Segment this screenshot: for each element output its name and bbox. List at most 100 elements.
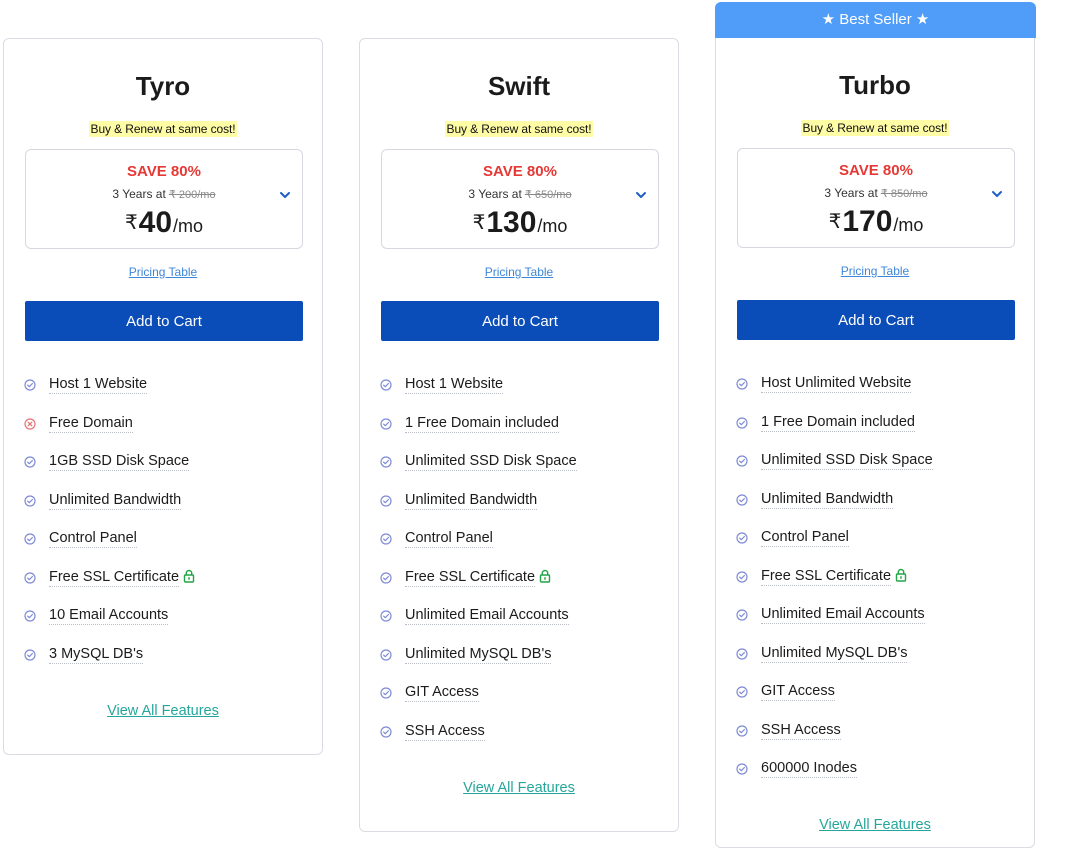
feature-text: 1 Free Domain included xyxy=(761,413,915,432)
check-circle-icon xyxy=(736,416,748,429)
feature-item: 10 Email Accounts xyxy=(24,607,195,646)
feature-text: Free SSL Certificate xyxy=(405,568,536,587)
feature-item: Host 1 Website xyxy=(380,376,577,415)
pricing-table-link[interactable]: Pricing Table xyxy=(484,265,554,279)
best-seller-badge: ★ Best Seller ★ xyxy=(715,2,1036,38)
lock-icon xyxy=(539,569,551,583)
check-circle-icon xyxy=(736,647,748,660)
feature-text: SSH Access xyxy=(405,722,485,741)
pricing-table-link[interactable]: Pricing Table xyxy=(128,265,198,279)
feature-text: Unlimited SSD Disk Space xyxy=(761,452,933,470)
feature-item: Unlimited Email Accounts xyxy=(380,607,577,646)
term-line: 3 Years at ₹ 200/mo xyxy=(26,187,302,201)
feature-item: Unlimited Bandwidth xyxy=(380,492,577,531)
feature-item: Host 1 Website xyxy=(24,376,195,415)
check-circle-icon xyxy=(24,648,36,661)
original-price: ₹ 650/mo xyxy=(524,189,572,201)
feature-text: SSH Access xyxy=(761,721,841,740)
check-circle-icon xyxy=(380,379,392,391)
plan-card-swift: Swift Buy & Renew at same cost! SAVE 80%… xyxy=(359,38,679,832)
view-all-features-link[interactable]: View All Features xyxy=(107,703,219,719)
feature-item: Control Panel xyxy=(380,530,577,569)
feature-item: Unlimited MySQL DB's xyxy=(736,645,933,684)
feature-item: Unlimited SSD Disk Space xyxy=(380,453,577,492)
feature-item: Free SSL Certificate xyxy=(380,569,577,608)
chevron-down-icon[interactable] xyxy=(634,188,648,202)
check-circle-icon xyxy=(24,494,36,507)
renew-tagline: Buy & Renew at same cost! xyxy=(800,120,950,136)
feature-text: 10 Email Accounts xyxy=(49,607,169,625)
feature-item: Unlimited MySQL DB's xyxy=(380,646,577,685)
feature-text: GIT Access xyxy=(761,683,835,701)
chevron-down-icon[interactable] xyxy=(990,187,1004,201)
current-price: ₹130/mo xyxy=(382,206,658,240)
check-circle-icon xyxy=(24,379,36,391)
add-to-cart-button[interactable]: Add to Cart xyxy=(25,301,303,341)
current-price: ₹40/mo xyxy=(26,206,302,240)
add-to-cart-button[interactable]: Add to Cart xyxy=(381,301,659,341)
price-amount: 40 xyxy=(138,206,173,239)
term-line: 3 Years at ₹ 650/mo xyxy=(382,187,658,201)
pricing-table-link[interactable]: Pricing Table xyxy=(840,264,910,278)
check-circle-icon xyxy=(736,609,748,621)
original-price: ₹ 200/mo xyxy=(168,189,216,201)
chevron-down-icon[interactable] xyxy=(278,188,292,202)
feature-item: Free SSL Certificate xyxy=(24,569,195,608)
feature-item: Host Unlimited Website xyxy=(736,375,933,414)
plan-card-turbo: Turbo Buy & Renew at same cost! SAVE 80%… xyxy=(715,38,1035,848)
current-price: ₹170/mo xyxy=(738,205,1014,239)
check-circle-icon xyxy=(24,533,36,545)
feature-item: GIT Access xyxy=(380,684,577,723)
check-circle-icon xyxy=(736,724,748,737)
plan-title: Tyro xyxy=(135,71,191,101)
feature-text: Host 1 Website xyxy=(49,376,148,394)
plan-title: Swift xyxy=(487,71,551,101)
term-prefix: 3 Years at xyxy=(824,186,878,200)
feature-text: Free SSL Certificate xyxy=(761,567,892,586)
feature-item: Free Domain xyxy=(24,415,195,454)
check-circle-icon xyxy=(736,570,748,583)
price-period: /mo xyxy=(893,215,924,235)
check-circle-icon xyxy=(380,571,392,584)
feature-item: 3 MySQL DB's xyxy=(24,646,195,685)
term-prefix: 3 Years at xyxy=(468,187,522,201)
check-circle-icon xyxy=(736,532,748,544)
check-circle-icon xyxy=(24,571,36,584)
feature-text: 3 MySQL DB's xyxy=(49,645,144,664)
check-circle-icon xyxy=(736,378,748,390)
view-all-features-link[interactable]: View All Features xyxy=(819,817,931,833)
feature-text: Unlimited Email Accounts xyxy=(761,606,925,624)
feature-text: Unlimited Bandwidth xyxy=(761,490,894,509)
add-to-cart-button[interactable]: Add to Cart xyxy=(737,300,1015,340)
feature-text: Unlimited Email Accounts xyxy=(405,607,569,625)
feature-item: SSH Access xyxy=(380,723,577,762)
feature-item: Free SSL Certificate xyxy=(736,568,933,607)
feature-text: Unlimited SSD Disk Space xyxy=(405,453,577,471)
feature-item: SSH Access xyxy=(736,722,933,761)
view-all-features-link[interactable]: View All Features xyxy=(463,780,575,796)
feature-text: Free SSL Certificate xyxy=(49,568,180,587)
price-selector[interactable]: SAVE 80% 3 Years at ₹ 850/mo ₹170/mo xyxy=(737,148,1015,248)
feature-text: Control Panel xyxy=(405,530,493,548)
feature-item: Control Panel xyxy=(736,529,933,568)
feature-list: Host Unlimited Website 1 Free Domain incl… xyxy=(736,375,933,799)
price-selector[interactable]: SAVE 80% 3 Years at ₹ 650/mo ₹130/mo xyxy=(381,149,659,249)
plan-card-tyro: Tyro Buy & Renew at same cost! SAVE 80% … xyxy=(3,38,323,755)
feature-list: Host 1 Website 1 Free Domain included Unli… xyxy=(380,376,577,761)
save-label: SAVE 80% xyxy=(127,163,201,180)
check-circle-icon xyxy=(380,456,392,468)
feature-text: 1 Free Domain included xyxy=(405,414,559,433)
feature-item: 1 Free Domain included xyxy=(736,414,933,453)
plan-title: Turbo xyxy=(839,70,911,100)
price-selector[interactable]: SAVE 80% 3 Years at ₹ 200/mo ₹40/mo xyxy=(25,149,303,249)
currency-symbol: ₹ xyxy=(472,212,486,234)
currency-symbol: ₹ xyxy=(828,211,842,233)
feature-item: Control Panel xyxy=(24,530,195,569)
feature-text: Control Panel xyxy=(49,530,137,548)
feature-item: GIT Access xyxy=(736,683,933,722)
feature-item: 1GB SSD Disk Space xyxy=(24,453,195,492)
feature-text: Free Domain xyxy=(49,414,133,433)
feature-item: 1 Free Domain included xyxy=(380,415,577,454)
renew-tagline: Buy & Renew at same cost! xyxy=(88,121,238,137)
feature-text: Unlimited MySQL DB's xyxy=(761,644,908,663)
